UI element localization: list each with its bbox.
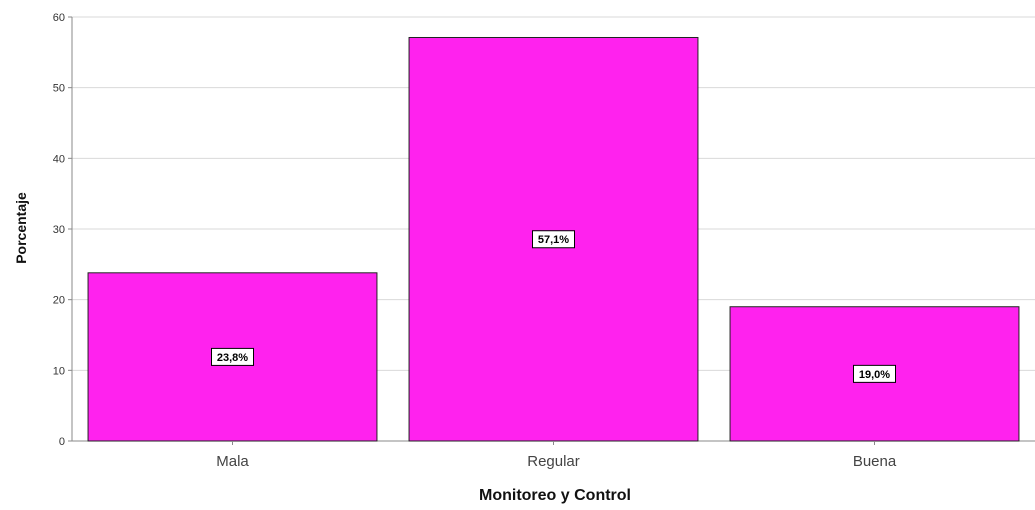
bars: 23,8% 57,1% 19,0% bbox=[87, 36, 1020, 442]
y-tick-label: 10 bbox=[53, 365, 65, 377]
data-label-box bbox=[532, 230, 575, 249]
data-label: 23,8% bbox=[217, 352, 248, 364]
y-tick-label: 0 bbox=[59, 436, 65, 448]
y-axis-title: Porcentaje bbox=[13, 192, 29, 264]
x-tick-label: Mala bbox=[216, 453, 249, 470]
x-tick-label: Regular bbox=[527, 453, 580, 470]
data-label: 19,0% bbox=[859, 369, 890, 381]
y-tick-label: 60 bbox=[53, 12, 65, 24]
data-label-box bbox=[211, 347, 254, 366]
data-label: 57,1% bbox=[538, 234, 569, 246]
data-label-box bbox=[853, 364, 896, 383]
y-tick-label: 50 bbox=[53, 83, 65, 95]
y-tick-label: 40 bbox=[53, 153, 65, 165]
x-axis-title: Monitoreo y Control bbox=[479, 487, 631, 504]
x-tick-label: Buena bbox=[853, 453, 897, 470]
y-tick-label: 20 bbox=[53, 295, 65, 307]
x-axis-categories: Mala Regular Buena bbox=[216, 441, 897, 470]
y-tick-label: 30 bbox=[53, 224, 65, 236]
y-axis-ticks: 0 10 20 30 40 50 60 bbox=[53, 12, 72, 448]
